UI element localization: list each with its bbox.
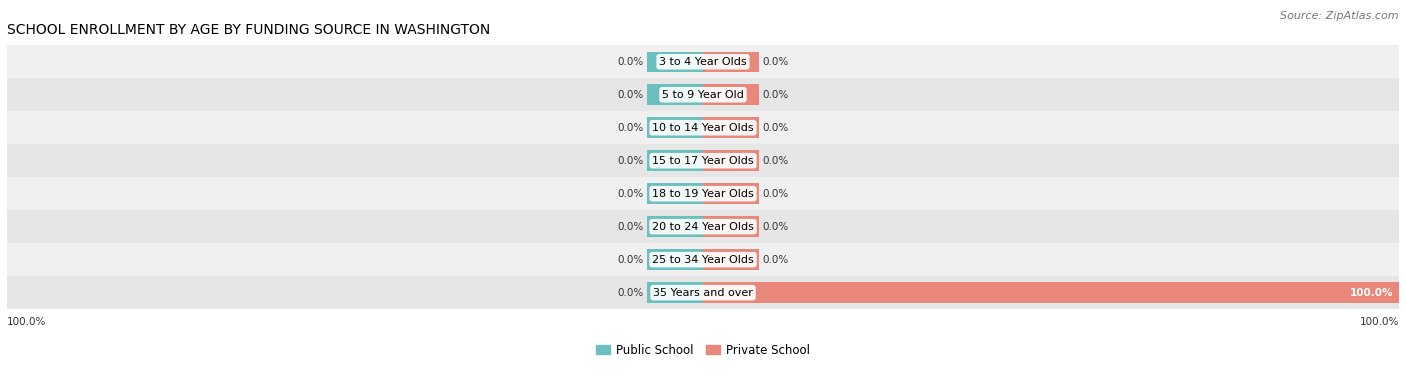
Bar [703, 52, 759, 72]
Bar [647, 84, 703, 105]
Text: 18 to 19 Year Olds: 18 to 19 Year Olds [652, 188, 754, 199]
Bar [7, 210, 1399, 243]
Bar [703, 216, 759, 237]
Text: 0.0%: 0.0% [762, 254, 789, 265]
Bar [703, 150, 759, 171]
Text: 0.0%: 0.0% [762, 90, 789, 100]
Bar [647, 150, 703, 171]
Text: 0.0%: 0.0% [617, 156, 644, 166]
Bar [7, 243, 1399, 276]
Text: 0.0%: 0.0% [762, 222, 789, 232]
Bar [647, 184, 703, 204]
Bar [647, 118, 703, 138]
Text: 100.0%: 100.0% [1350, 288, 1393, 298]
Bar [7, 78, 1399, 111]
Text: 0.0%: 0.0% [762, 156, 789, 166]
Text: 0.0%: 0.0% [617, 222, 644, 232]
Bar [7, 177, 1399, 210]
Text: 100.0%: 100.0% [1360, 317, 1399, 327]
Bar [703, 118, 759, 138]
Bar [647, 282, 703, 303]
Bar [703, 250, 759, 270]
Text: 0.0%: 0.0% [762, 188, 789, 199]
Text: 0.0%: 0.0% [617, 254, 644, 265]
Text: 0.0%: 0.0% [617, 188, 644, 199]
Text: 15 to 17 Year Olds: 15 to 17 Year Olds [652, 156, 754, 166]
Bar [7, 45, 1399, 78]
Text: 5 to 9 Year Old: 5 to 9 Year Old [662, 90, 744, 100]
Text: 0.0%: 0.0% [617, 90, 644, 100]
Text: SCHOOL ENROLLMENT BY AGE BY FUNDING SOURCE IN WASHINGTON: SCHOOL ENROLLMENT BY AGE BY FUNDING SOUR… [7, 23, 491, 37]
Text: 0.0%: 0.0% [762, 57, 789, 67]
Legend: Public School, Private School: Public School, Private School [592, 339, 814, 361]
Bar [647, 250, 703, 270]
Bar [703, 184, 759, 204]
Text: 20 to 24 Year Olds: 20 to 24 Year Olds [652, 222, 754, 232]
Text: 35 Years and over: 35 Years and over [652, 288, 754, 298]
Text: Source: ZipAtlas.com: Source: ZipAtlas.com [1281, 11, 1399, 21]
Text: 3 to 4 Year Olds: 3 to 4 Year Olds [659, 57, 747, 67]
Bar [7, 111, 1399, 144]
Text: 0.0%: 0.0% [617, 288, 644, 298]
Bar [703, 282, 1399, 303]
Bar [7, 144, 1399, 177]
Bar [647, 52, 703, 72]
Text: 0.0%: 0.0% [617, 123, 644, 133]
Text: 0.0%: 0.0% [762, 123, 789, 133]
Bar [647, 216, 703, 237]
Text: 25 to 34 Year Olds: 25 to 34 Year Olds [652, 254, 754, 265]
Text: 0.0%: 0.0% [617, 57, 644, 67]
Text: 10 to 14 Year Olds: 10 to 14 Year Olds [652, 123, 754, 133]
Bar [703, 84, 759, 105]
Text: 100.0%: 100.0% [7, 317, 46, 327]
Bar [7, 276, 1399, 309]
